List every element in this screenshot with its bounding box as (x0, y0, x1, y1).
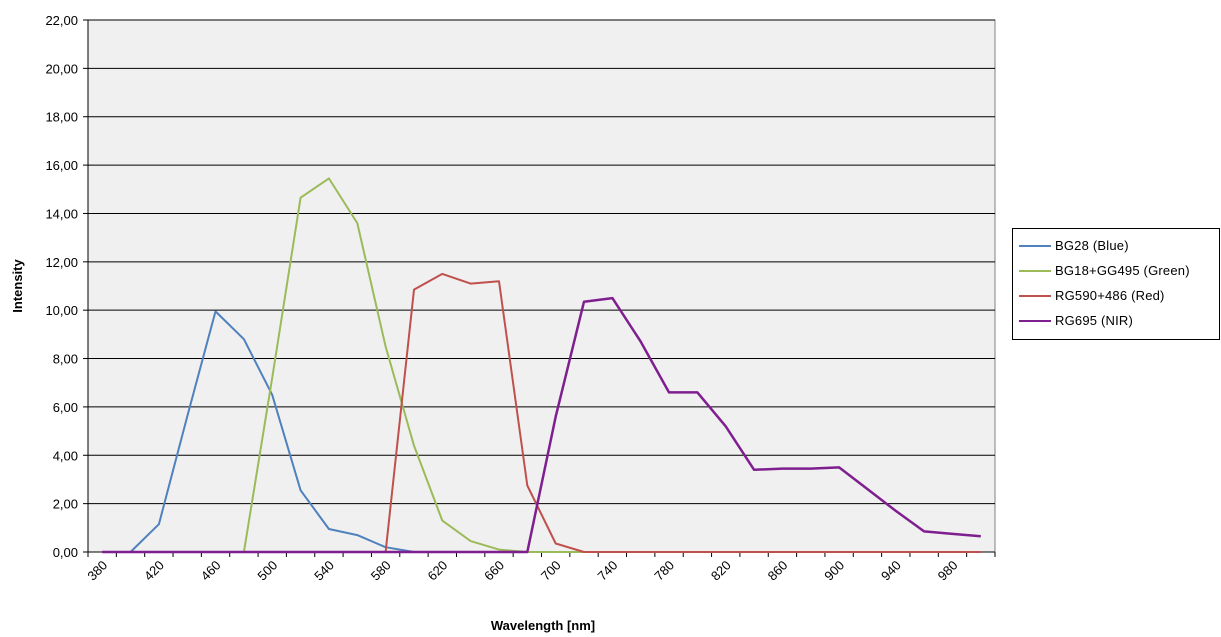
x-tick-label: 460 (198, 558, 224, 584)
legend-item: RG590+486 (Red) (1019, 283, 1219, 308)
y-tick-label: 20,00 (45, 61, 78, 76)
x-tick-label: 580 (368, 558, 394, 584)
series-line-3 (102, 296, 981, 554)
x-tick-label: 940 (878, 558, 904, 584)
x-tick-label: 500 (254, 558, 280, 584)
y-tick-label: 12,00 (45, 255, 78, 270)
legend-swatch-nir (1019, 319, 1051, 322)
y-tick-label: 10,00 (45, 303, 78, 318)
x-tick-label: 540 (311, 558, 337, 584)
x-tick-label: 660 (481, 558, 507, 584)
legend-swatch-red (1019, 294, 1051, 297)
x-tick-label: 860 (765, 558, 791, 584)
y-tick-label: 4,00 (53, 448, 78, 463)
series-group (102, 177, 981, 554)
legend-item: RG695 (NIR) (1019, 308, 1219, 333)
grid-lines (88, 19, 995, 505)
plot-area (87, 19, 996, 553)
x-tick-label: 420 (141, 558, 167, 584)
x-tick-label: 700 (538, 558, 564, 584)
x-tick-label: 980 (935, 558, 961, 584)
x-tick-label: 380 (84, 558, 110, 584)
legend: BG28 (Blue) BG18+GG495 (Green) RG590+486… (1012, 228, 1220, 340)
y-tick-label: 6,00 (53, 400, 78, 415)
legend-label: RG590+486 (Red) (1055, 288, 1165, 303)
legend-label: RG695 (NIR) (1055, 313, 1134, 328)
y-tick-label: 0,00 (53, 545, 78, 560)
x-axis-title: Wavelength [nm] (491, 618, 595, 633)
y-tick-label: 8,00 (53, 352, 78, 367)
y-axis: 0,00 2,00 4,00 6,00 8,00 10,00 12,00 14,00 16,00… (45, 13, 89, 560)
y-tick-label: 22,00 (45, 13, 78, 28)
legend-label: BG18+GG495 (Green) (1055, 263, 1190, 278)
legend-swatch-green (1019, 269, 1051, 272)
y-axis-title: Intensity (10, 259, 25, 313)
legend-label: BG28 (Blue) (1055, 238, 1129, 253)
y-tick-label: 14,00 (45, 206, 78, 221)
y-tick-label: 16,00 (45, 158, 78, 173)
x-tick-label: 900 (821, 558, 847, 584)
legend-item: BG18+GG495 (Green) (1019, 258, 1219, 283)
y-tick-label: 2,00 (53, 497, 78, 512)
x-tick-label: 820 (708, 558, 734, 584)
x-tick-label: 780 (651, 558, 677, 584)
legend-item: BG28 (Blue) (1019, 233, 1219, 258)
x-tick-label: 740 (595, 558, 621, 584)
legend-swatch-blue (1019, 244, 1051, 247)
y-tick-label: 18,00 (45, 110, 78, 125)
x-tick-label: 620 (424, 558, 450, 584)
x-axis: 380 420 460 500 540 580 620 660 700 740 780 820 860 9… (84, 551, 996, 584)
